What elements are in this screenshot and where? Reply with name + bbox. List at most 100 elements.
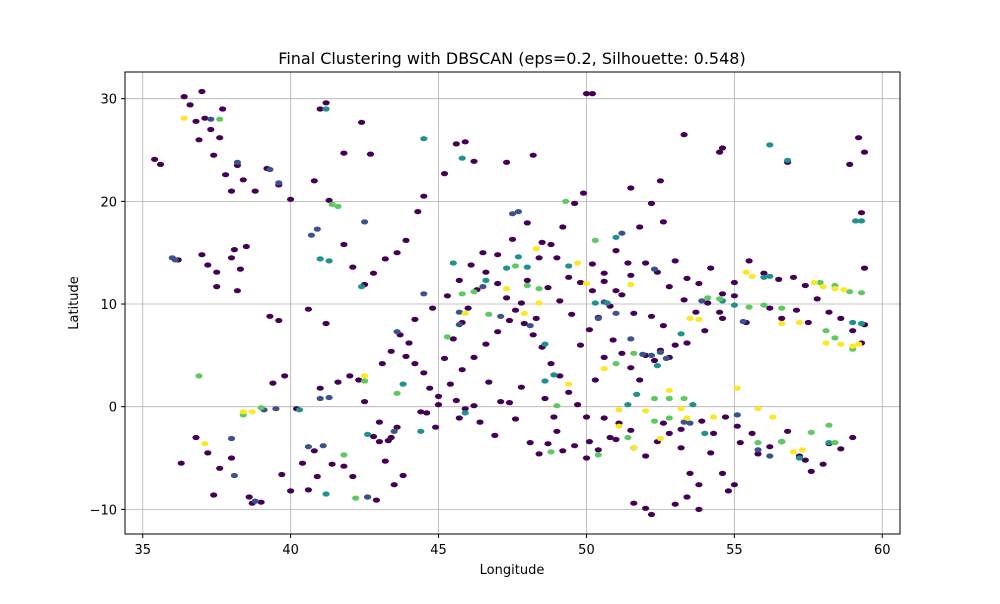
data-point	[816, 279, 824, 286]
data-point	[591, 377, 599, 383]
data-point	[319, 443, 327, 449]
data-point	[216, 116, 224, 122]
data-point	[662, 355, 670, 361]
data-point	[600, 415, 608, 421]
data-point	[600, 278, 608, 284]
y-tick-label: 30	[100, 93, 117, 108]
data-point	[718, 315, 727, 321]
data-point	[479, 250, 487, 256]
data-point	[576, 342, 585, 348]
data-point	[837, 446, 845, 452]
data-point	[565, 389, 573, 395]
data-point	[840, 287, 848, 293]
data-point	[665, 430, 673, 436]
data-point	[266, 313, 274, 319]
data-point	[630, 445, 638, 451]
data-point	[195, 137, 203, 143]
data-point	[349, 473, 357, 480]
data-point	[201, 115, 209, 121]
data-point	[414, 209, 422, 215]
x-tick-label: 55	[726, 543, 743, 558]
data-point	[553, 255, 561, 261]
data-point	[461, 410, 469, 416]
data-point	[618, 230, 626, 236]
data-point	[627, 365, 635, 371]
data-point	[434, 402, 443, 408]
data-point	[387, 434, 395, 441]
data-point	[432, 424, 440, 430]
data-point	[177, 460, 185, 466]
data-point	[849, 319, 857, 326]
data-point	[411, 361, 419, 367]
data-point	[642, 408, 650, 414]
data-point	[482, 269, 490, 275]
data-point	[358, 284, 366, 290]
data-point	[325, 258, 333, 264]
data-point	[659, 219, 668, 225]
data-point	[656, 349, 665, 355]
data-point	[857, 210, 866, 216]
data-point	[349, 264, 357, 270]
data-point	[588, 261, 597, 267]
data-point	[574, 402, 582, 408]
data-point	[503, 286, 511, 292]
data-point	[710, 430, 718, 436]
data-point	[346, 373, 354, 379]
data-point	[192, 118, 200, 124]
y-tick-label: 10	[100, 298, 117, 313]
data-point	[242, 243, 250, 250]
data-point	[449, 260, 457, 266]
data-point	[801, 282, 809, 289]
data-point	[402, 353, 410, 359]
data-point	[334, 379, 342, 385]
data-point	[724, 488, 733, 494]
data-point	[366, 151, 375, 157]
data-point	[825, 422, 833, 428]
data-point	[766, 273, 774, 279]
data-point	[352, 495, 360, 501]
data-point	[789, 449, 798, 455]
data-point	[517, 384, 526, 390]
data-point	[520, 310, 528, 316]
data-point	[239, 409, 247, 415]
data-point	[251, 498, 259, 504]
data-point	[458, 367, 466, 373]
data-point	[582, 280, 591, 287]
data-point	[701, 430, 709, 436]
data-point	[716, 309, 724, 315]
data-point	[216, 135, 224, 141]
data-point	[665, 387, 673, 393]
data-point	[476, 419, 484, 425]
data-point	[707, 450, 715, 456]
data-point	[310, 448, 318, 454]
data-point	[677, 445, 685, 451]
data-point	[778, 439, 786, 445]
data-point	[278, 471, 286, 478]
data-point	[671, 342, 679, 348]
y-axis-ticks: −10 0 10 20 30	[90, 93, 125, 518]
data-point	[665, 284, 673, 290]
data-point	[695, 280, 703, 287]
data-point	[600, 354, 608, 360]
plot-frame	[124, 71, 901, 535]
data-point	[239, 177, 247, 183]
data-point	[458, 291, 466, 297]
data-point	[846, 289, 854, 295]
data-point	[730, 279, 739, 286]
data-point	[798, 447, 807, 453]
data-point	[464, 305, 472, 311]
data-point	[316, 106, 324, 112]
data-point	[340, 241, 348, 248]
data-points	[151, 88, 869, 518]
data-point	[340, 463, 348, 469]
data-point	[532, 315, 540, 321]
data-point	[612, 288, 620, 294]
data-point	[257, 405, 265, 411]
data-point	[698, 298, 706, 304]
data-point	[855, 135, 863, 141]
data-point	[375, 439, 383, 445]
data-point	[461, 310, 469, 316]
data-point	[710, 414, 718, 420]
data-point	[287, 488, 295, 494]
